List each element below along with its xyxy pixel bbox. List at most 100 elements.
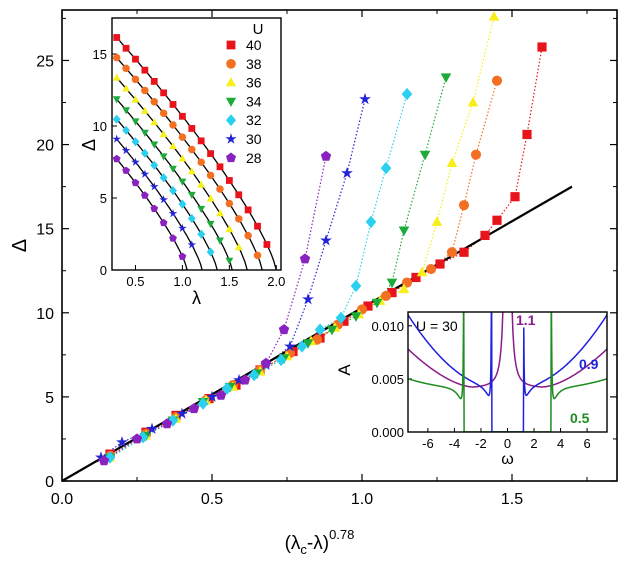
data-point-U28 — [161, 418, 173, 429]
data-point-U38 — [425, 263, 437, 275]
inset-fit-curve-U30 — [116, 138, 203, 271]
inset2-x-tick-label: -2 — [475, 436, 487, 451]
inset-point-U36 — [141, 106, 149, 114]
inset-point-U36 — [159, 129, 168, 138]
inset2-x-tick-label: 0 — [504, 436, 511, 451]
inset-point-U40 — [254, 222, 261, 230]
plot-frame — [61, 9, 618, 482]
inset-point-U32 — [169, 186, 177, 196]
inset-point-U30 — [178, 223, 187, 232]
inset-point-U38 — [235, 215, 243, 223]
inset-point-U34 — [150, 141, 159, 149]
y-tick-label: 15 — [36, 222, 54, 239]
inset-point-U28 — [131, 178, 140, 187]
inset-point-U36 — [169, 142, 177, 150]
data-point-U40 — [480, 230, 490, 241]
legend-label: 32 — [246, 112, 262, 128]
x-label-part: (λ — [285, 533, 301, 554]
inset-point-U30 — [112, 134, 122, 143]
inset-point-U36 — [131, 95, 140, 103]
data-point-U36 — [416, 266, 428, 277]
y-tick-label: 25 — [36, 53, 54, 70]
data-point-U30 — [233, 373, 245, 386]
inset-point-U32 — [112, 114, 121, 124]
data-point-U40 — [492, 215, 502, 225]
y-tick-label: 20 — [36, 138, 54, 155]
legend-marker-U32 — [225, 114, 237, 127]
data-point-U38 — [458, 200, 470, 211]
inset-point-U28 — [122, 166, 130, 174]
inset-point-U38 — [225, 199, 234, 208]
inset-point-U32 — [187, 213, 196, 224]
data-point-U32 — [401, 87, 413, 101]
inset-point-U40 — [179, 112, 186, 120]
data-point-U36 — [446, 157, 458, 167]
inset-point-U36 — [112, 73, 121, 81]
x-tick-label: 0.5 — [201, 491, 223, 508]
legend-label: 34 — [246, 93, 262, 109]
inset-point-U32 — [131, 137, 140, 147]
data-point-U40 — [363, 301, 373, 311]
data-point-U30 — [302, 293, 314, 305]
data-point-U36 — [467, 96, 479, 107]
data-point-U32 — [275, 353, 287, 367]
data-point-U30 — [320, 234, 332, 246]
x-tick-label: 1.0 — [351, 491, 373, 508]
data-point-U34 — [398, 226, 410, 237]
inset-point-U40 — [216, 163, 224, 171]
data-point-U28 — [260, 357, 272, 368]
inset-point-U34 — [122, 107, 130, 115]
data-point-U30 — [95, 451, 107, 463]
spectrum-label: 0.9 — [579, 356, 599, 372]
inset-point-U32 — [141, 148, 149, 158]
inset-point-U32 — [159, 173, 168, 183]
inset-point-U36 — [216, 209, 224, 217]
spectrum-line-1.1 — [408, 312, 607, 388]
spectrum-line-0.9 — [408, 312, 607, 432]
data-point-U40 — [522, 129, 532, 140]
data-point-U38 — [380, 290, 392, 302]
inset-point-U38 — [216, 185, 224, 193]
inset2-y-tick-label: 0.010 — [371, 319, 404, 334]
data-point-U32 — [248, 368, 260, 382]
data-point-U30 — [359, 92, 371, 105]
data-point-U30 — [284, 340, 296, 352]
inset-point-U38 — [150, 98, 158, 106]
data-point-U38 — [491, 75, 503, 86]
data-point-U32 — [350, 279, 362, 293]
inset-point-U30 — [140, 169, 150, 178]
inset2-y-tick-label: 0.005 — [371, 372, 404, 387]
inset-point-U34 — [178, 178, 187, 186]
data-point-U32 — [197, 397, 209, 410]
inset2-x-tick-label: 4 — [557, 436, 564, 451]
inset-point-U30 — [121, 145, 131, 155]
data-point-U36 — [431, 216, 443, 226]
plot-frame — [111, 17, 282, 271]
inset-point-U38 — [188, 145, 196, 154]
inset-point-U40 — [244, 206, 252, 214]
inset-point-U40 — [169, 101, 177, 108]
inset-point-U40 — [197, 137, 205, 145]
inset-point-U34 — [225, 257, 234, 265]
spectrum-line-0.5 — [408, 312, 607, 432]
inset-point-U34 — [159, 153, 168, 161]
inset-point-U40 — [160, 89, 168, 97]
inset-point-U28 — [150, 204, 159, 212]
inset2-title: U = 30 — [416, 318, 458, 334]
inset-point-U38 — [122, 64, 130, 73]
x-label-subscript: c — [300, 542, 307, 557]
data-point-U34 — [371, 298, 383, 309]
x-tick-label: 1.5 — [501, 491, 523, 508]
data-point-U32 — [296, 340, 308, 353]
legend-title: U — [253, 21, 264, 38]
data-point-U34 — [386, 278, 398, 289]
inset-x-tick-label: 1.5 — [220, 274, 238, 289]
data-point-U32 — [365, 215, 377, 229]
inset-point-U34 — [197, 205, 206, 214]
inset-point-U34 — [131, 118, 140, 126]
data-point-U28 — [188, 403, 200, 414]
inset-point-U32 — [197, 229, 206, 239]
inset-point-U40 — [132, 55, 139, 63]
